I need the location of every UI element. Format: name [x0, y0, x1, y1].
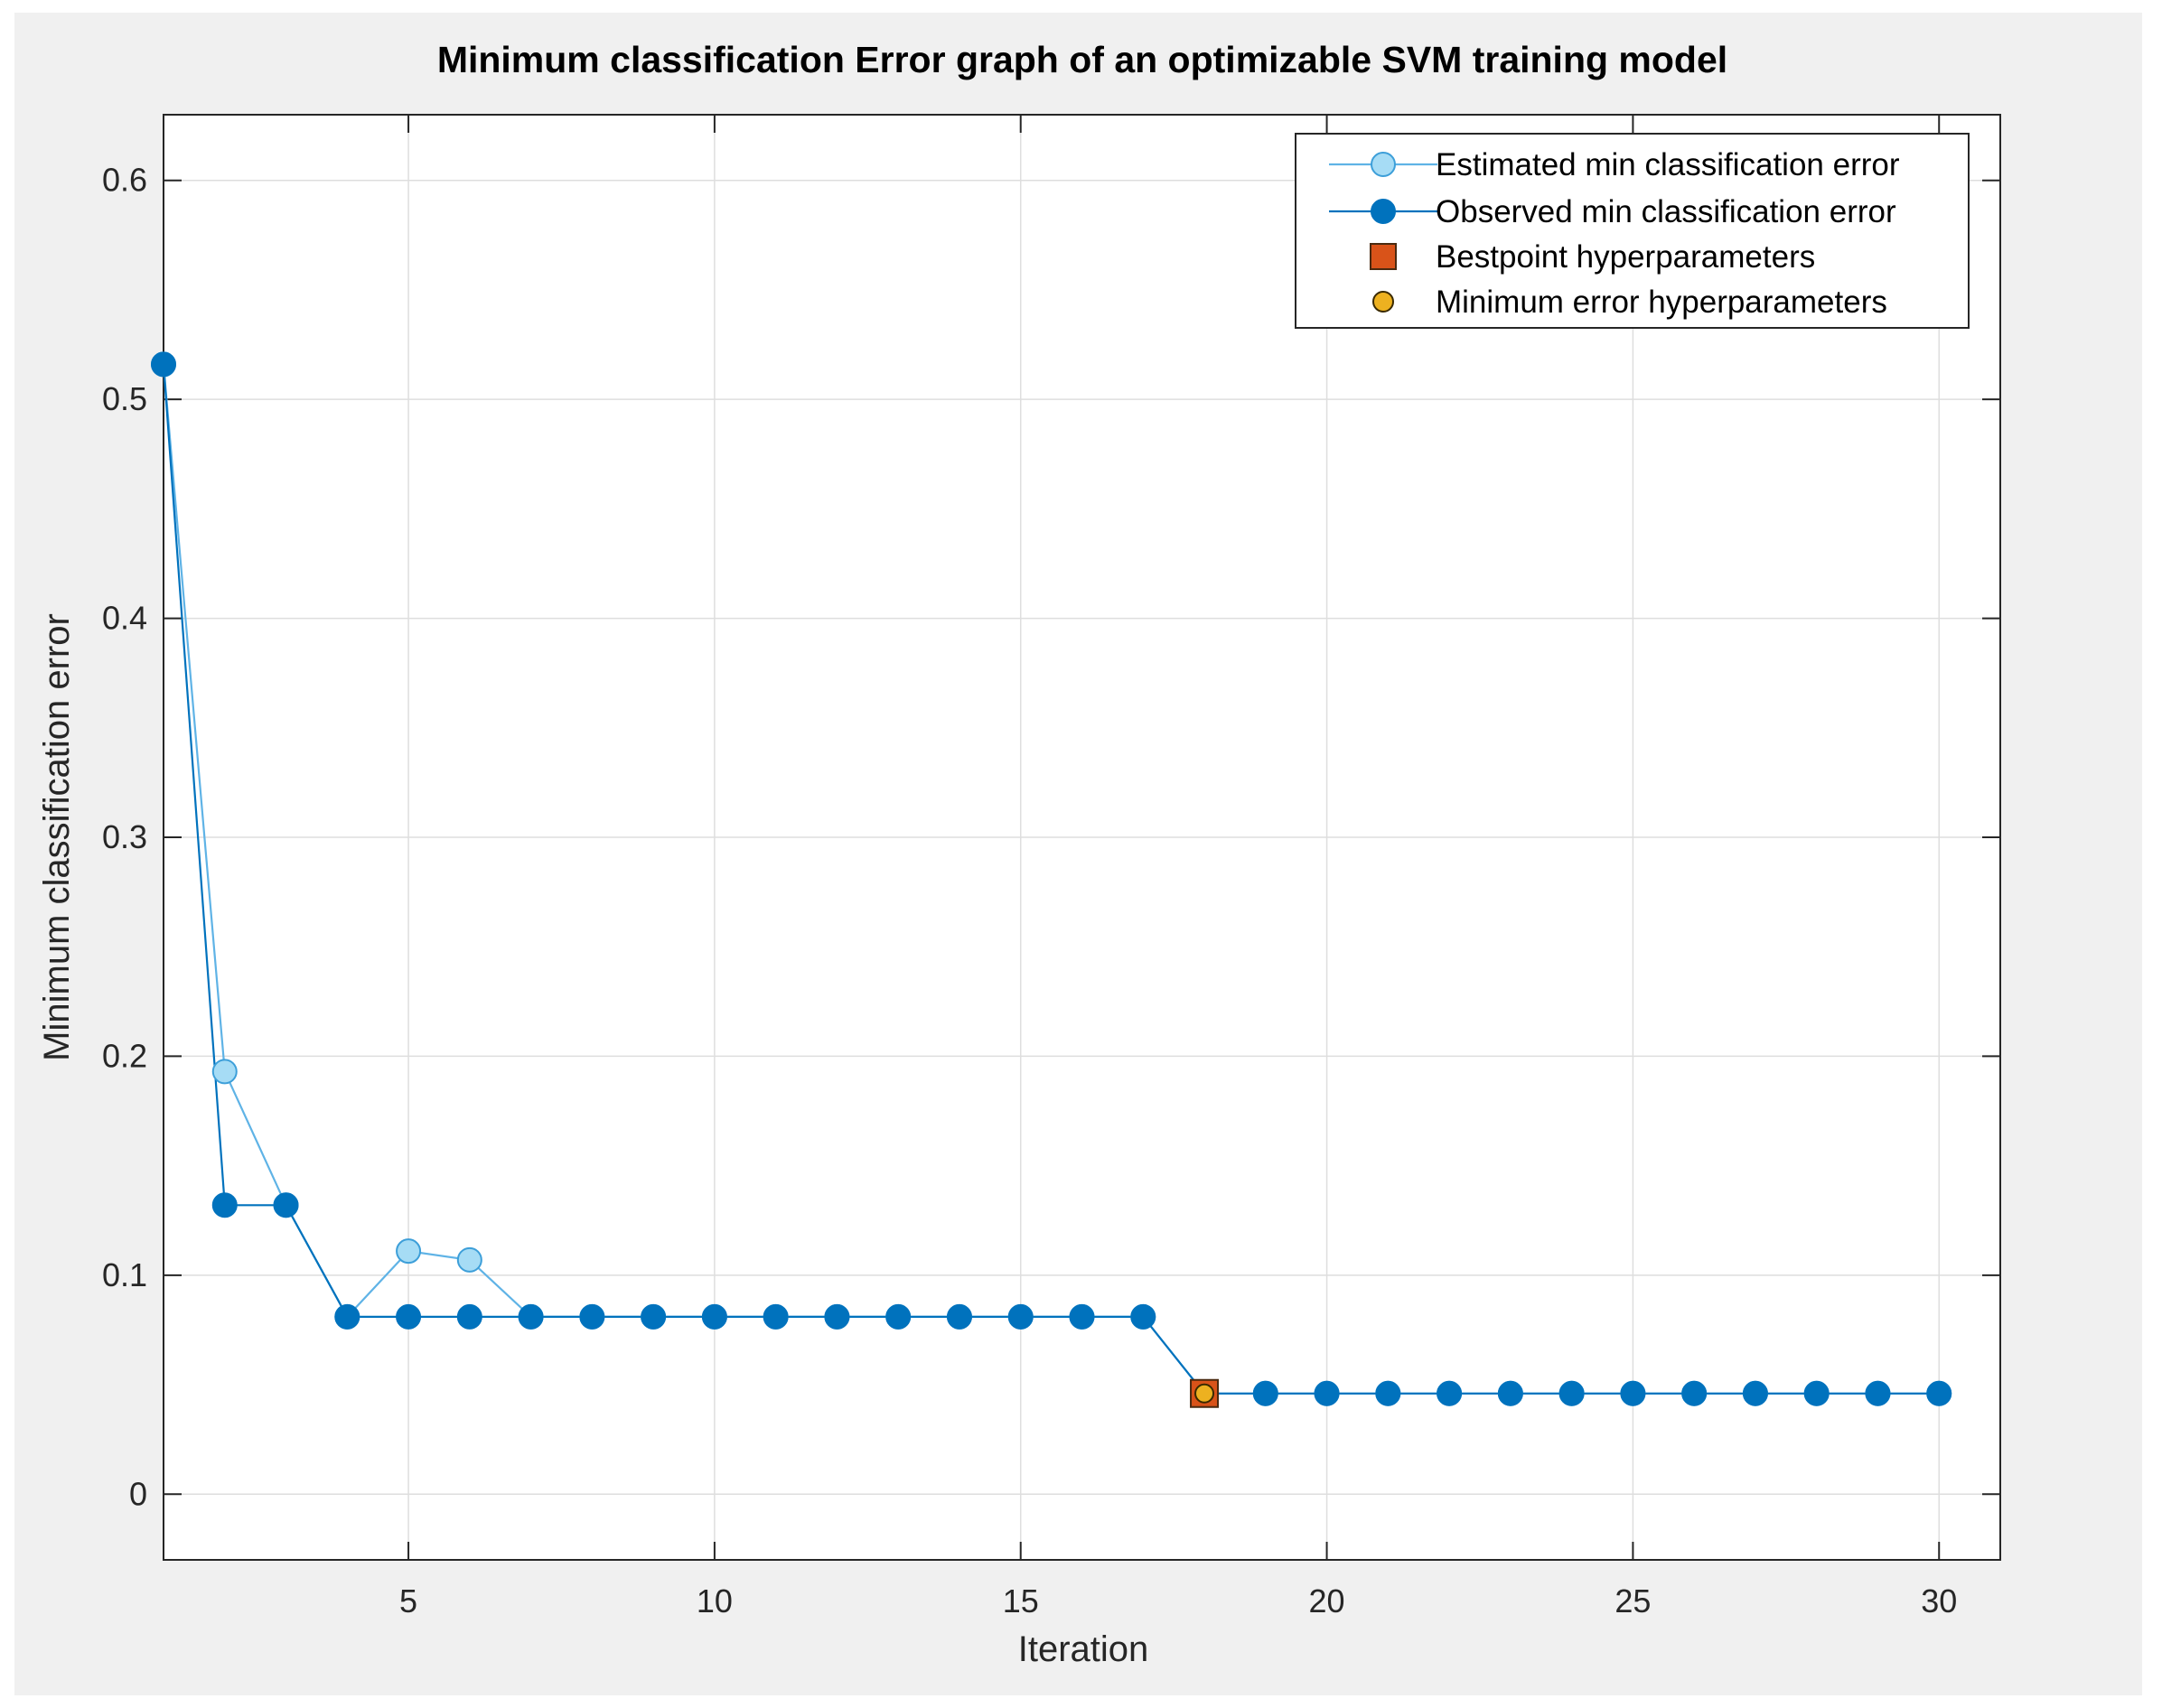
y-tick-label: 0.4 [102, 600, 147, 637]
legend-box [1295, 133, 1970, 329]
legend-marker [1371, 152, 1396, 177]
series-2-point [824, 1303, 850, 1330]
axes-box [163, 114, 2001, 1561]
y-tick-label: 0.1 [102, 1256, 147, 1293]
series-2-point [1497, 1380, 1523, 1406]
series-2-point [211, 1192, 238, 1218]
series-2-point [1620, 1380, 1646, 1406]
x-tick-label: 30 [1921, 1582, 1957, 1619]
x-tick-label: 15 [1003, 1582, 1039, 1619]
legend-entry-label: Observed min classification error [1436, 194, 1896, 229]
series-2-point [456, 1303, 482, 1330]
legend-marker-circle [1372, 291, 1394, 313]
series-2-point [1375, 1380, 1401, 1406]
chart-title: Minimum classification Error graph of an… [437, 39, 1727, 80]
series-2-point [885, 1303, 912, 1330]
series-1-point [211, 1059, 238, 1085]
grid-lines [164, 115, 2000, 1560]
series-2-point [334, 1303, 360, 1330]
highlight-points [1190, 1378, 1220, 1408]
minimum-error-marker [1194, 1383, 1215, 1404]
legend-marker [1371, 199, 1396, 224]
series-2-point [1558, 1380, 1585, 1406]
legend-entry-label: Estimated min classification error [1436, 147, 1900, 182]
y-tick-label: 0.5 [102, 380, 147, 417]
figure-background: Minimum classification Error graph of an… [14, 13, 2142, 1695]
x-tick-label: 5 [399, 1582, 417, 1619]
chart: Minimum classification Error graph of an… [37, 39, 2001, 1669]
series-2-point [151, 351, 176, 378]
series-2-point [518, 1303, 544, 1330]
y-tick-label: 0.6 [102, 162, 147, 199]
axis-ticks: 5 10 15 20 25 30 0 0.1 0.2 0.3 0.4 0.5 0.6 [102, 115, 2000, 1619]
legend-entries: Estimated min classification error Observ… [1329, 147, 1900, 320]
series-2-point [1437, 1380, 1463, 1406]
legend-entry-label: Minimum error hyperparameters [1436, 285, 1887, 320]
y-tick-label: 0 [129, 1475, 147, 1512]
y-axis-label: Minimum classification error [37, 613, 77, 1061]
series-2-point [946, 1303, 972, 1330]
x-tick-label: 20 [1309, 1582, 1345, 1619]
series-2-point [396, 1303, 422, 1330]
series-1-point [456, 1246, 482, 1273]
series-2-point [1130, 1303, 1156, 1330]
x-axis-label: Iteration [1018, 1629, 1149, 1669]
y-tick-label: 0.3 [102, 818, 147, 855]
series-2-point [641, 1303, 667, 1330]
legend-marker-square [1370, 243, 1397, 270]
series-2-point [1314, 1380, 1340, 1406]
series-2-point [1865, 1380, 1891, 1406]
x-tick-label: 25 [1614, 1582, 1651, 1619]
series-2-point [1007, 1303, 1034, 1330]
series-2-point [1252, 1380, 1278, 1406]
legend-entry-label: Bestpoint hyperparameters [1436, 239, 1815, 275]
series-2-point [701, 1303, 727, 1330]
series-1-point [396, 1238, 422, 1265]
legend: Estimated min classification error Observ… [1295, 133, 1970, 329]
series-2-point [1742, 1380, 1768, 1406]
series-2-point [1803, 1380, 1830, 1406]
series-2-point [1069, 1303, 1095, 1330]
data-series [151, 351, 1952, 1406]
series-2-point [763, 1303, 789, 1330]
y-tick-label: 0.2 [102, 1037, 147, 1074]
series-2-point [1681, 1380, 1708, 1406]
series-2-point [579, 1303, 605, 1330]
series-2-point [1926, 1380, 1952, 1406]
series-2-point [273, 1192, 299, 1218]
x-tick-label: 10 [697, 1582, 733, 1619]
